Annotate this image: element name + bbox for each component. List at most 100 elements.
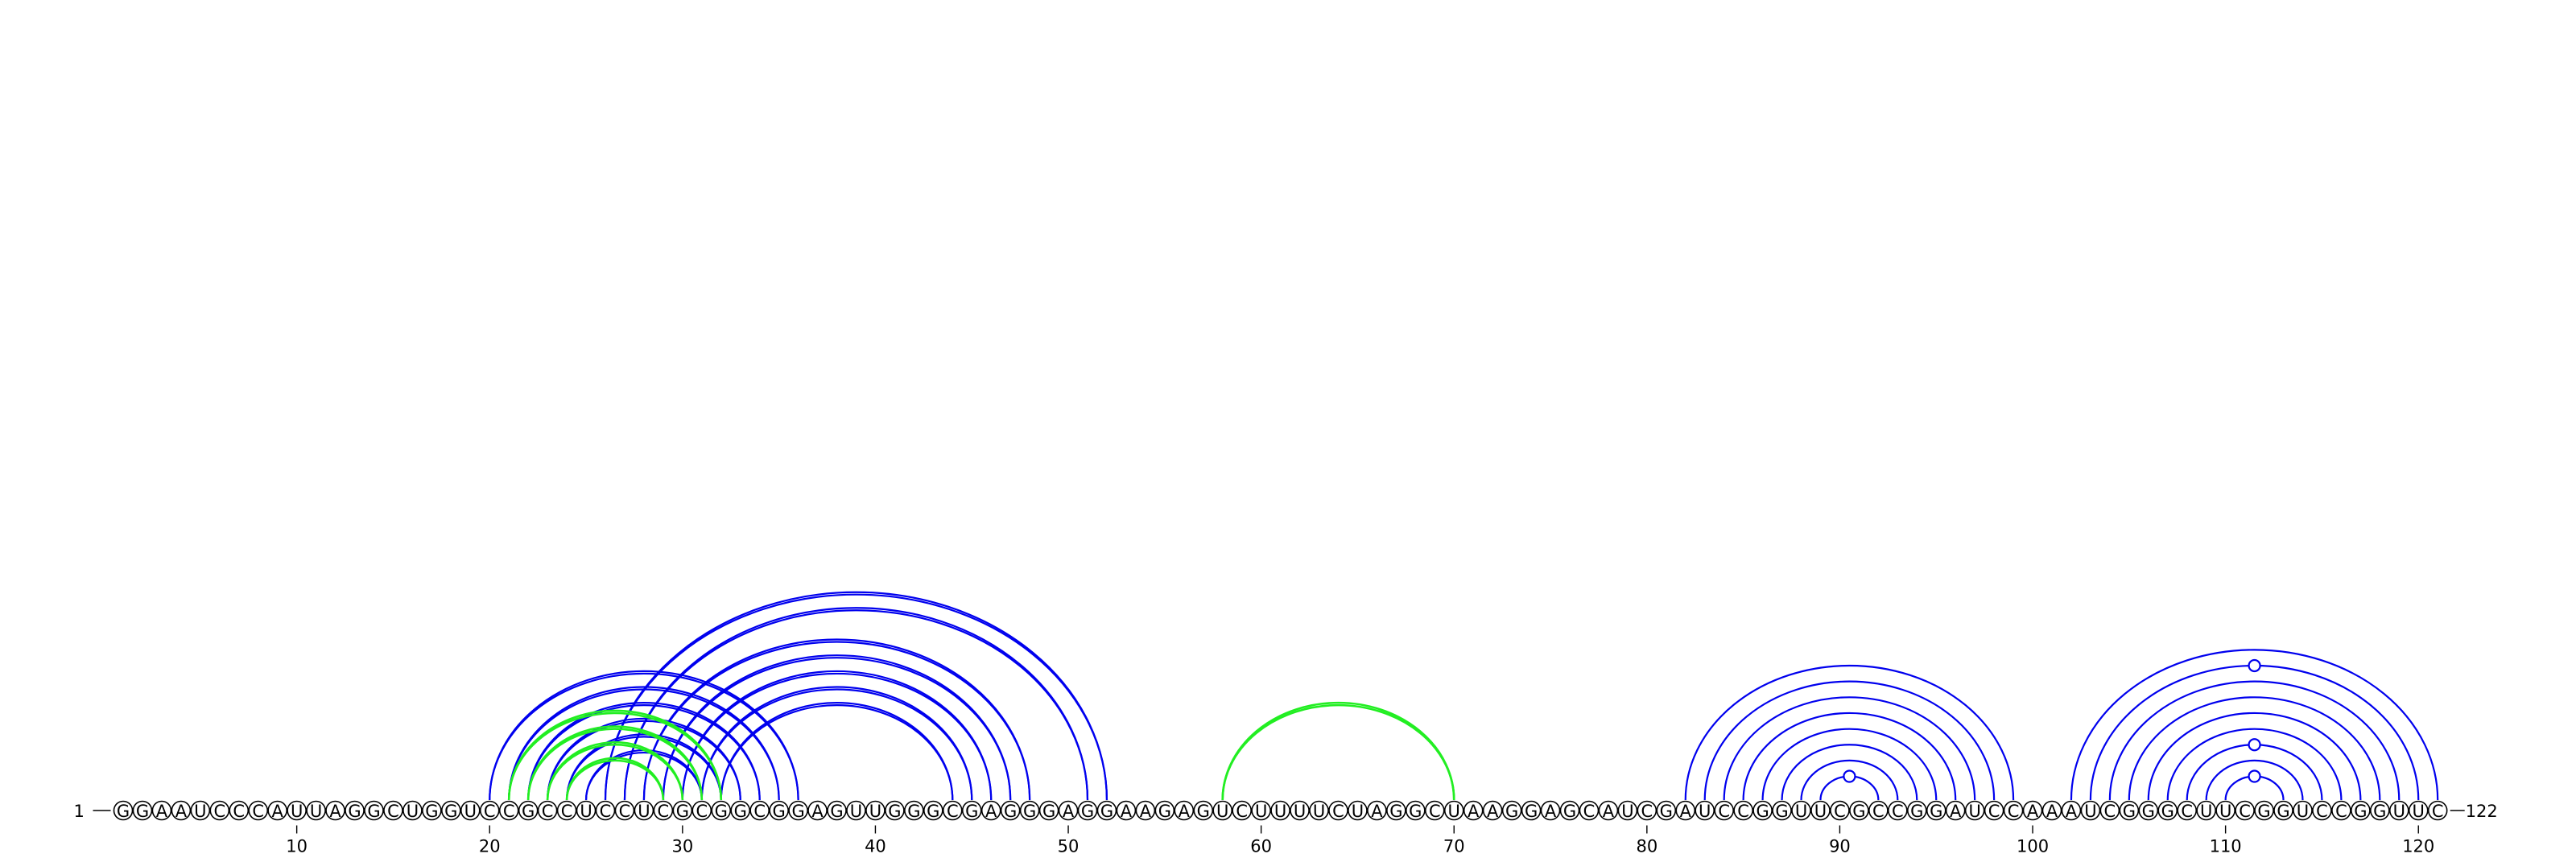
tick-label-40: 40	[865, 837, 886, 856]
loop-marker-4	[2248, 658, 2261, 673]
nucleotide-110	[2215, 800, 2235, 821]
nucleotide-42	[904, 800, 924, 821]
nucleotide-50	[1058, 800, 1079, 821]
nucleotide-letter-23: C	[542, 802, 554, 821]
nucleotide-letter-22: G	[522, 802, 535, 821]
pair-arc-31-45-b	[700, 686, 973, 801]
pair-arc-32-44-b	[720, 702, 954, 801]
nucleotide-letter-115: C	[2316, 802, 2328, 821]
nucleotide-letter-65: U	[1352, 802, 1364, 821]
pair-arc-24-32-b	[565, 733, 722, 801]
nucleotide-letter-49: G	[1042, 802, 1055, 821]
tick-label-10: 10	[286, 837, 308, 856]
nucleotide-118	[2370, 800, 2390, 821]
nucleotide-24	[556, 800, 577, 821]
nucleotide-66	[1367, 800, 1387, 821]
nucleotide-63	[1309, 800, 1329, 821]
nucleotide-96	[1945, 800, 1966, 821]
nucleotide-12	[325, 800, 345, 821]
nucleotide-107	[2157, 800, 2178, 821]
nucleotide-letter-7: C	[233, 802, 245, 821]
nucleotide-letter-71: A	[1468, 802, 1480, 821]
nucleotide-letter-44: C	[947, 802, 959, 821]
nucleotide-35	[769, 800, 789, 821]
nucleotide-119	[2388, 800, 2409, 821]
nucleotide-letter-42: G	[907, 802, 920, 821]
pair-arc-28-48	[642, 641, 1031, 801]
tick-label-90: 90	[1829, 837, 1851, 856]
nucleotide-letter-45: G	[965, 802, 978, 821]
pair-arc-58-70	[1221, 703, 1455, 801]
nucleotide-23	[537, 800, 558, 821]
nucleotide-26	[595, 800, 616, 821]
nucleotide-letter-82: A	[1680, 802, 1692, 821]
nucleotide-80	[1637, 800, 1657, 821]
nucleotide-letter-17: G	[425, 802, 438, 821]
pair-arc-58-70-b	[1221, 701, 1455, 801]
nucleotide-letter-51: G	[1081, 802, 1094, 821]
pair-arc-32-44	[720, 704, 954, 801]
nucleotide-70	[1443, 800, 1464, 821]
nucleotide-98	[1984, 800, 2004, 821]
nucleotide-99	[2003, 800, 2024, 821]
nucleotide-letter-27: C	[619, 802, 631, 821]
nucleotide-34	[749, 800, 770, 821]
nucleotide-93	[1888, 800, 1908, 821]
nucleotide-91	[1849, 800, 1869, 821]
pair-arc-28-48-b	[642, 638, 1031, 801]
nucleotide-28	[634, 800, 654, 821]
nucleotide-64	[1328, 800, 1348, 821]
nucleotide-37	[807, 800, 828, 821]
nucleotide-letter-78: A	[1603, 802, 1615, 821]
nucleotide-94	[1906, 800, 1927, 821]
nucleotide-letter-40: U	[869, 802, 881, 821]
nucleotide-letter-54: A	[1140, 802, 1152, 821]
nucleotide-62	[1290, 800, 1310, 821]
nucleotide-57	[1193, 800, 1214, 821]
nucleotide-76	[1559, 800, 1580, 821]
nucleotide-letter-35: G	[772, 802, 785, 821]
nucleotide-letter-2: G	[136, 802, 149, 821]
nucleotide-60	[1251, 800, 1271, 821]
tick-label-60: 60	[1250, 837, 1272, 856]
nucleotide-letter-11: U	[310, 802, 322, 821]
nucleotide-letter-16: U	[407, 802, 419, 821]
tick-label-70: 70	[1443, 837, 1465, 856]
nucleotide-letter-18: G	[444, 802, 457, 821]
nucleotide-21	[498, 800, 519, 821]
nucleotide-47	[1000, 800, 1021, 821]
nucleotide-letter-4: A	[175, 802, 188, 821]
nucleotide-92	[1868, 800, 1889, 821]
nucleotide-71	[1463, 800, 1484, 821]
nucleotide-letter-94: G	[1910, 802, 1923, 821]
nucleotide-letter-99: C	[2008, 802, 2020, 821]
nucleotide-106	[2138, 800, 2159, 821]
nucleotide-8	[248, 800, 269, 821]
pair-arc-26-52-b	[604, 591, 1108, 801]
nucleotide-letter-14: G	[367, 802, 380, 821]
nucleotide-38	[827, 800, 847, 821]
tick-label-110: 110	[2210, 837, 2242, 856]
nucleotide-46	[980, 800, 1001, 821]
nucleotide-105	[2119, 800, 2140, 821]
nucleotide-letter-72: A	[1487, 802, 1499, 821]
nucleotide-116	[2331, 800, 2351, 821]
nucleotide-74	[1521, 800, 1542, 821]
nucleotide-13	[345, 800, 365, 821]
tick-layer: 10 20 30 40 50 60 70 80 90 100 110 120	[286, 825, 2434, 856]
pair-arc-84-97	[1723, 696, 1976, 801]
nucleotide-letter-105: G	[2123, 802, 2136, 821]
nucleotide-letter-62: U	[1294, 802, 1306, 821]
nucleotide-letter-70: U	[1448, 802, 1460, 821]
nucleotide-letter-119: U	[2393, 802, 2405, 821]
nucleotide-letter-33: G	[734, 802, 747, 821]
nucleotide-29	[653, 800, 674, 821]
nucleotide-61	[1270, 800, 1290, 821]
nucleotide-letter-63: U	[1313, 802, 1325, 821]
nucleotide-17	[422, 800, 442, 821]
nucleotide-75	[1540, 800, 1561, 821]
nucleotide-40	[865, 800, 886, 821]
nucleotide-32	[711, 800, 732, 821]
nucleotide-letter-85: C	[1737, 802, 1749, 821]
nucleotide-7	[229, 800, 250, 821]
